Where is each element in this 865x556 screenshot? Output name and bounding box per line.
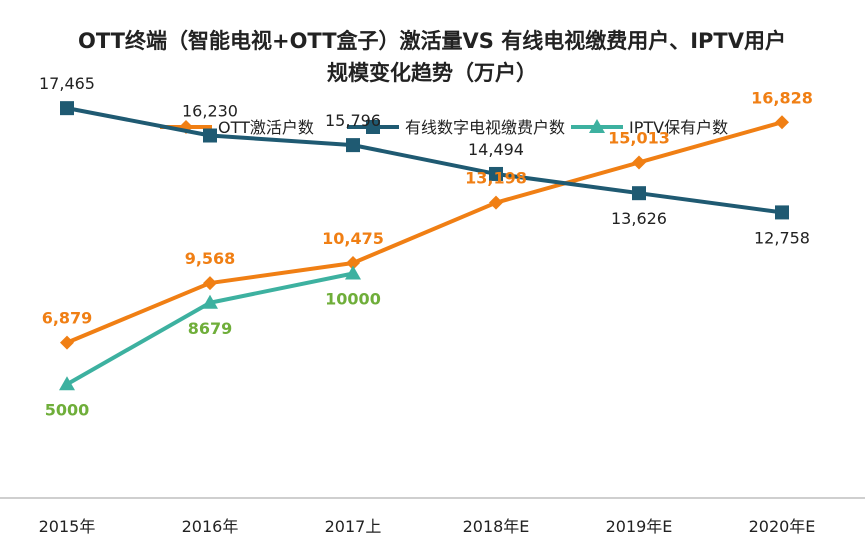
data-point-series-1 [632, 155, 646, 170]
data-point-series-1 [203, 276, 217, 291]
data-point-series-2 [346, 138, 360, 153]
x-tick-label: 2020年E [749, 517, 816, 536]
x-axis-tick-labels: 2015年 2016年 2017上 2018年E 2019年E 2020年E [39, 517, 816, 536]
data-label-series-1: 9,568 [185, 249, 236, 268]
data-point-series-2 [489, 166, 503, 181]
data-label-series-2: 15,796 [325, 111, 381, 130]
legend: OTT激活户数 有线数字电视缴费户数 IPTV保有户数 [160, 118, 728, 137]
data-point-series-1 [346, 255, 360, 270]
data-label-series-3: 5000 [45, 400, 90, 419]
data-label-series-1: 15,013 [608, 128, 670, 147]
chart-title-line-1: OTT终端（智能电视+OTT盒子）激活量VS 有线电视缴费用户、IPTV用户 [78, 29, 786, 53]
series-layer [59, 101, 789, 391]
x-tick-label: 2019年E [606, 517, 673, 536]
series-line-series-1 [66, 120, 783, 345]
data-point-series-1 [60, 335, 74, 350]
data-point-series-2 [203, 128, 217, 143]
data-label-series-1: 10,475 [322, 229, 384, 248]
data-label-series-3: 8679 [188, 319, 233, 338]
data-label-series-3: 10000 [325, 290, 381, 309]
data-labels-layer: 6,879 9,568 10,475 13,198 15,013 16,828 17,465… [39, 74, 813, 419]
data-point-series-3 [202, 294, 218, 309]
data-point-series-3 [59, 376, 75, 391]
data-label-series-2: 14,494 [468, 140, 524, 159]
data-label-series-1: 13,198 [465, 169, 527, 188]
data-label-series-1: 6,879 [42, 309, 93, 328]
data-label-series-2: 16,230 [182, 102, 238, 121]
legend-marker-series-2 [366, 120, 380, 134]
data-label-series-1: 16,828 [751, 88, 813, 107]
legend-label-series-2: 有线数字电视缴费户数 [405, 118, 565, 137]
data-point-series-2 [775, 205, 789, 220]
legend-label-series-3: IPTV保有户数 [629, 118, 728, 137]
data-label-series-2: 12,758 [754, 228, 810, 247]
data-label-series-2: 17,465 [39, 74, 95, 93]
chart-title-line-2: 规模变化趋势（万户） [327, 61, 537, 85]
x-tick-label: 2018年E [463, 517, 530, 536]
data-point-series-2 [632, 186, 646, 201]
data-point-series-3 [345, 265, 361, 280]
x-tick-label: 2016年 [182, 517, 239, 536]
data-label-series-2: 13,626 [611, 209, 667, 228]
legend-label-series-1: OTT激活户数 [218, 118, 314, 137]
x-tick-label: 2017上 [325, 517, 382, 536]
data-point-series-1 [775, 115, 789, 130]
data-point-series-1 [489, 195, 503, 210]
legend-marker-series-3 [589, 119, 605, 133]
series-line-series-2 [66, 106, 783, 215]
x-tick-label: 2015年 [39, 517, 96, 536]
data-point-series-2 [60, 101, 74, 116]
